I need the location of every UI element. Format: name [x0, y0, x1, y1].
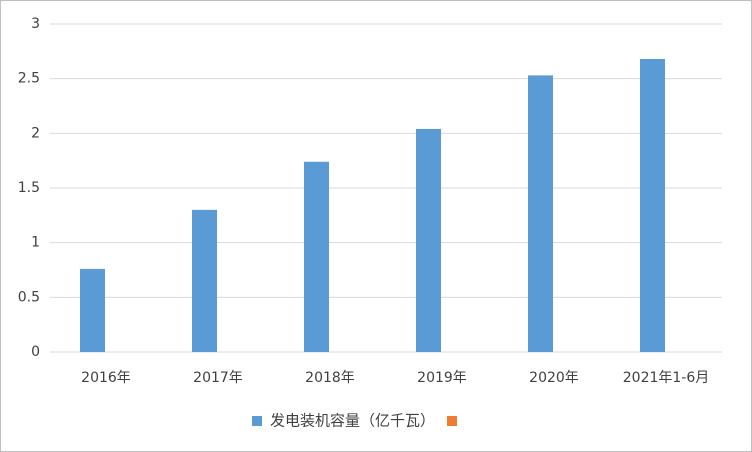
bar: [416, 128, 441, 352]
y-tick-label: 1: [31, 235, 40, 251]
x-tick-label: 2019年: [417, 370, 467, 386]
y-tick-label: 0.5: [18, 289, 40, 305]
y-tick-label: 2: [31, 125, 40, 141]
y-tick-label: 0: [31, 344, 40, 360]
x-tick-label: 2018年: [305, 370, 355, 386]
x-tick-label: 2016年: [81, 370, 131, 386]
legend-swatch: [252, 416, 262, 426]
bar: [192, 209, 217, 352]
x-tick-label: 2020年: [529, 370, 579, 386]
y-tick-label: 1.5: [18, 180, 40, 196]
bar: [304, 161, 329, 352]
bar: [528, 75, 553, 353]
legend-swatch: [447, 416, 458, 426]
bar: [640, 58, 665, 353]
y-tick-label: 2.5: [18, 71, 40, 87]
y-tick-label: 3: [31, 16, 40, 32]
legend-label: 发电装机容量（亿千瓦）: [270, 412, 435, 430]
x-tick-label: 2021年1-6月: [623, 370, 710, 386]
x-tick-label: 2017年: [193, 370, 243, 386]
bar: [80, 268, 105, 352]
